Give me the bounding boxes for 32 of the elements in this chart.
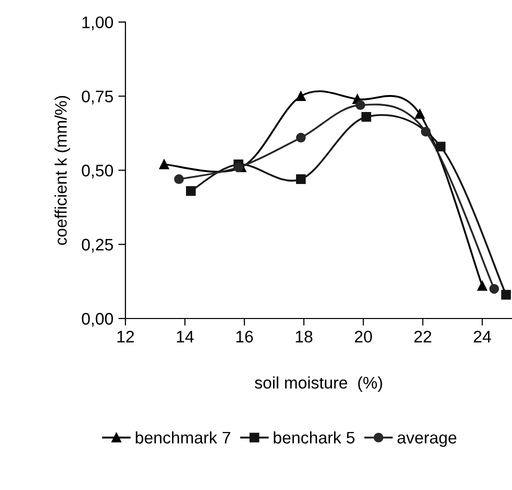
x-tick-label: 16 — [236, 330, 253, 343]
point — [296, 174, 306, 184]
point — [477, 281, 488, 291]
x-tick-label: 12 — [117, 330, 134, 342]
point — [361, 112, 372, 122]
point — [174, 174, 184, 184]
y-tick-label: 1,00 — [82, 16, 113, 30]
y-tick-label: 0,50 — [82, 164, 113, 178]
x-axis-title: soil moisture (%) — [254, 376, 382, 392]
x-tick-label: 14 — [176, 330, 194, 342]
y-axis-title: coefficient k (mm/%) — [54, 96, 70, 245]
point — [355, 100, 366, 110]
y-tick-label: 0,75 — [82, 90, 113, 104]
point — [489, 284, 500, 294]
x-tick-label: 20 — [354, 330, 372, 343]
y-tick-label: 0,25 — [82, 238, 113, 253]
x-tick-label: 24 — [474, 330, 492, 342]
point — [501, 290, 511, 300]
legend-label: average — [398, 434, 456, 447]
point — [414, 109, 425, 119]
point — [436, 142, 446, 152]
point — [234, 162, 244, 172]
legend-label: benchark 5 — [274, 431, 354, 444]
x-tick-label: 18 — [296, 330, 312, 343]
legend-label: benchmark 7 — [136, 431, 230, 444]
point — [186, 186, 196, 196]
x-tick-label: 22 — [414, 330, 432, 342]
point — [159, 159, 169, 170]
point — [296, 132, 306, 143]
y-tick-label: 0,00 — [82, 312, 113, 327]
point — [420, 126, 431, 137]
point — [296, 91, 306, 102]
